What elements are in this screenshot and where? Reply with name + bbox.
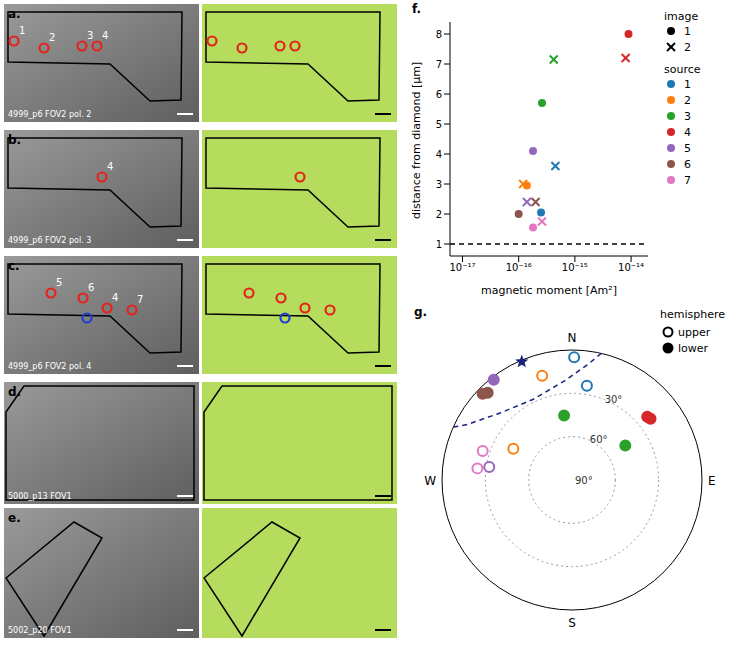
html-text:2: 2 [684,93,691,107]
svg-text:8: 8 [436,29,442,40]
svg-text:2: 2 [436,209,442,220]
svg-text:4: 4 [112,292,118,303]
html-text:1: 1 [684,24,691,38]
html-text:image: image [664,10,699,23]
svg-text:e.: e. [8,511,21,525]
html-text:3: 3 [684,109,691,123]
svg-text:W: W [424,474,436,488]
svg-text:N: N [568,331,577,345]
svg-text:1: 1 [436,239,442,250]
svg-text:a.: a. [8,7,21,21]
svg-text:6: 6 [436,89,442,100]
svg-text:60°: 60° [590,434,608,445]
svg-text:g.: g. [414,305,427,319]
svg-text:3: 3 [87,30,93,41]
svg-text:6: 6 [88,282,94,293]
svg-text:5: 5 [56,277,62,288]
svg-text:4: 4 [107,161,113,172]
svg-text:4999_p6 FOV2 pol. 3: 4999_p6 FOV2 pol. 3 [8,236,91,245]
svg-text:7: 7 [436,59,442,70]
svg-text:10⁻¹⁶: 10⁻¹⁶ [506,262,532,273]
svg-text:5002_p20 FOV1: 5002_p20 FOV1 [8,626,71,635]
svg-text:3: 3 [436,179,442,190]
svg-text:c.: c. [8,259,20,273]
svg-text:hemisphere: hemisphere [660,308,725,321]
svg-text:5000_p13 FOV1: 5000_p13 FOV1 [8,492,71,501]
svg-text:b.: b. [8,133,21,147]
svg-text:E: E [708,474,716,488]
svg-text:1: 1 [19,25,25,36]
svg-text:10⁻¹⁴: 10⁻¹⁴ [618,262,644,273]
svg-text:4999_p6 FOV2 pol. 4: 4999_p6 FOV2 pol. 4 [8,362,91,371]
html-text:6: 6 [684,157,691,171]
svg-text:lower: lower [678,342,709,355]
svg-text:4: 4 [436,149,442,160]
svg-text:90°: 90° [575,475,593,486]
svg-text:4: 4 [102,30,108,41]
svg-text:upper: upper [678,326,711,339]
svg-text:10⁻¹⁷: 10⁻¹⁷ [449,262,475,273]
html-text:1: 1 [684,77,691,91]
html-text:2: 2 [684,40,691,54]
svg-text:7: 7 [137,294,143,305]
html-text:7: 7 [684,173,691,187]
svg-text:S: S [568,616,576,630]
svg-text:10⁻¹⁵: 10⁻¹⁵ [562,262,588,273]
svg-text:magnetic moment [Am²]: magnetic moment [Am²] [481,284,617,297]
svg-text:d.: d. [8,385,21,399]
html-text:5: 5 [684,141,691,155]
html-text:4: 4 [684,125,691,139]
svg-text:30°: 30° [605,394,623,405]
html-text:f.: f. [412,2,422,16]
svg-text:distance from diamond [µm]: distance from diamond [µm] [410,62,423,219]
svg-text:4999_p6 FOV2 pol. 2: 4999_p6 FOV2 pol. 2 [8,110,91,119]
html-text:source: source [664,63,701,76]
svg-text:2: 2 [49,32,55,43]
svg-text:5: 5 [436,119,442,130]
